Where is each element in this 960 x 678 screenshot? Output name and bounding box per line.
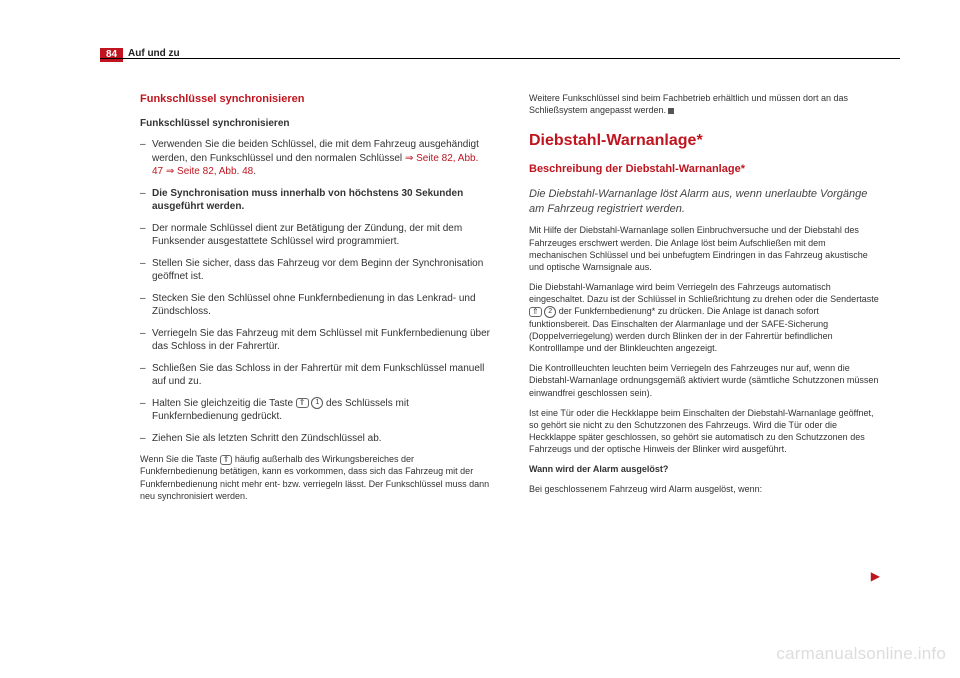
- bullet-dash: –: [140, 222, 152, 249]
- step-4: – Stellen Sie sicher, dass das Fahrzeug …: [140, 257, 491, 284]
- step-text: Verwenden Sie die beiden Schlüssel, die …: [152, 138, 491, 179]
- question-bold: Wann wird der Alarm ausgelöst?: [529, 463, 880, 475]
- crossref-link: ⇒ Seite 82, Abb. 48: [163, 166, 253, 177]
- step8-a: Halten Sie gleichzeitig die Taste: [152, 398, 296, 409]
- step-text: Stecken Sie den Schlüssel ohne Funkfernb…: [152, 292, 491, 319]
- key-button-icon: ⇑: [529, 307, 542, 317]
- section-title: Funkschlüssel synchronisieren: [140, 92, 491, 107]
- paragraph: Mit Hilfe der Diebstahl-Warnanlage solle…: [529, 224, 880, 273]
- step-text: Schließen Sie das Schloss in der Fahrert…: [152, 362, 491, 389]
- callout-number-2: 2: [544, 306, 556, 318]
- step-text: Halten Sie gleichzeitig die Taste ⇑ 1 de…: [152, 397, 491, 424]
- bullet-dash: –: [140, 397, 152, 424]
- callout-number-1: 1: [311, 397, 323, 409]
- key-button-icon: ⇑: [220, 455, 233, 465]
- header-rule: [100, 58, 900, 59]
- step-2: – Die Synchronisation muss innerhalb von…: [140, 187, 491, 214]
- step-text: Stellen Sie sicher, dass das Fahrzeug vo…: [152, 257, 491, 284]
- footnote-paragraph: Wenn Sie die Taste ⇑ häufig außerhalb de…: [140, 453, 491, 502]
- step-5: – Stecken Sie den Schlüssel ohne Funkfer…: [140, 292, 491, 319]
- section-title: Beschreibung der Diebstahl-Warnanlage*: [529, 162, 880, 177]
- step-text: Ziehen Sie als letzten Schritt den Zünds…: [152, 432, 491, 446]
- p2-a: Die Diebstahl-Warnanlage wird beim Verri…: [529, 282, 879, 304]
- subheading: Funkschlüssel synchronisieren: [140, 117, 491, 131]
- bullet-dash: –: [140, 138, 152, 179]
- step-text: Verriegeln Sie das Fahrzeug mit dem Schl…: [152, 327, 491, 354]
- content-columns: Funkschlüssel synchronisieren Funkschlüs…: [140, 92, 880, 588]
- bullet-dash: –: [140, 432, 152, 446]
- paragraph: Ist eine Tür oder die Heckklappe beim Ei…: [529, 407, 880, 456]
- p2-b: der Funkfernbedienung* zu drücken. Die A…: [529, 306, 833, 353]
- bullet-dash: –: [140, 362, 152, 389]
- step-8: – Halten Sie gleichzeitig die Taste ⇑ 1 …: [140, 397, 491, 424]
- footnote-a: Wenn Sie die Taste: [140, 454, 220, 464]
- chapter-heading: Diebstahl-Warnanlage*: [529, 130, 880, 152]
- continuation-arrow-icon: ▶: [871, 569, 880, 583]
- step-text-bold: Die Synchronisation muss innerhalb von h…: [152, 187, 491, 214]
- step-text: Der normale Schlüssel dient zur Betätigu…: [152, 222, 491, 249]
- paragraph: Die Diebstahl-Warnanlage wird beim Verri…: [529, 281, 880, 354]
- paragraph: Die Kontrollleuchten leuchten beim Verri…: [529, 362, 880, 398]
- watermark-text: carmanualsonline.info: [776, 644, 946, 664]
- right-column: Weitere Funkschlüssel sind beim Fachbetr…: [529, 92, 880, 588]
- lead-paragraph: Die Diebstahl-Warnanlage löst Alarm aus,…: [529, 187, 880, 217]
- top-para-text: Weitere Funkschlüssel sind beim Fachbetr…: [529, 93, 848, 115]
- left-column: Funkschlüssel synchronisieren Funkschlüs…: [140, 92, 491, 588]
- paragraph: Bei geschlossenem Fahrzeug wird Alarm au…: [529, 483, 880, 495]
- top-paragraph: Weitere Funkschlüssel sind beim Fachbetr…: [529, 92, 880, 116]
- key-button-icon: ⇑: [296, 398, 309, 408]
- step-6: – Verriegeln Sie das Fahrzeug mit dem Sc…: [140, 327, 491, 354]
- step-7: – Schließen Sie das Schloss in der Fahre…: [140, 362, 491, 389]
- step-3: – Der normale Schlüssel dient zur Betäti…: [140, 222, 491, 249]
- bullet-dash: –: [140, 292, 152, 319]
- bullet-dash: –: [140, 187, 152, 214]
- period: .: [253, 166, 256, 177]
- bullet-dash: –: [140, 327, 152, 354]
- step-1: – Verwenden Sie die beiden Schlüssel, di…: [140, 138, 491, 179]
- end-marker-icon: [668, 108, 674, 114]
- bullet-dash: –: [140, 257, 152, 284]
- page-number: 84: [100, 48, 123, 62]
- step-9: – Ziehen Sie als letzten Schritt den Zün…: [140, 432, 491, 446]
